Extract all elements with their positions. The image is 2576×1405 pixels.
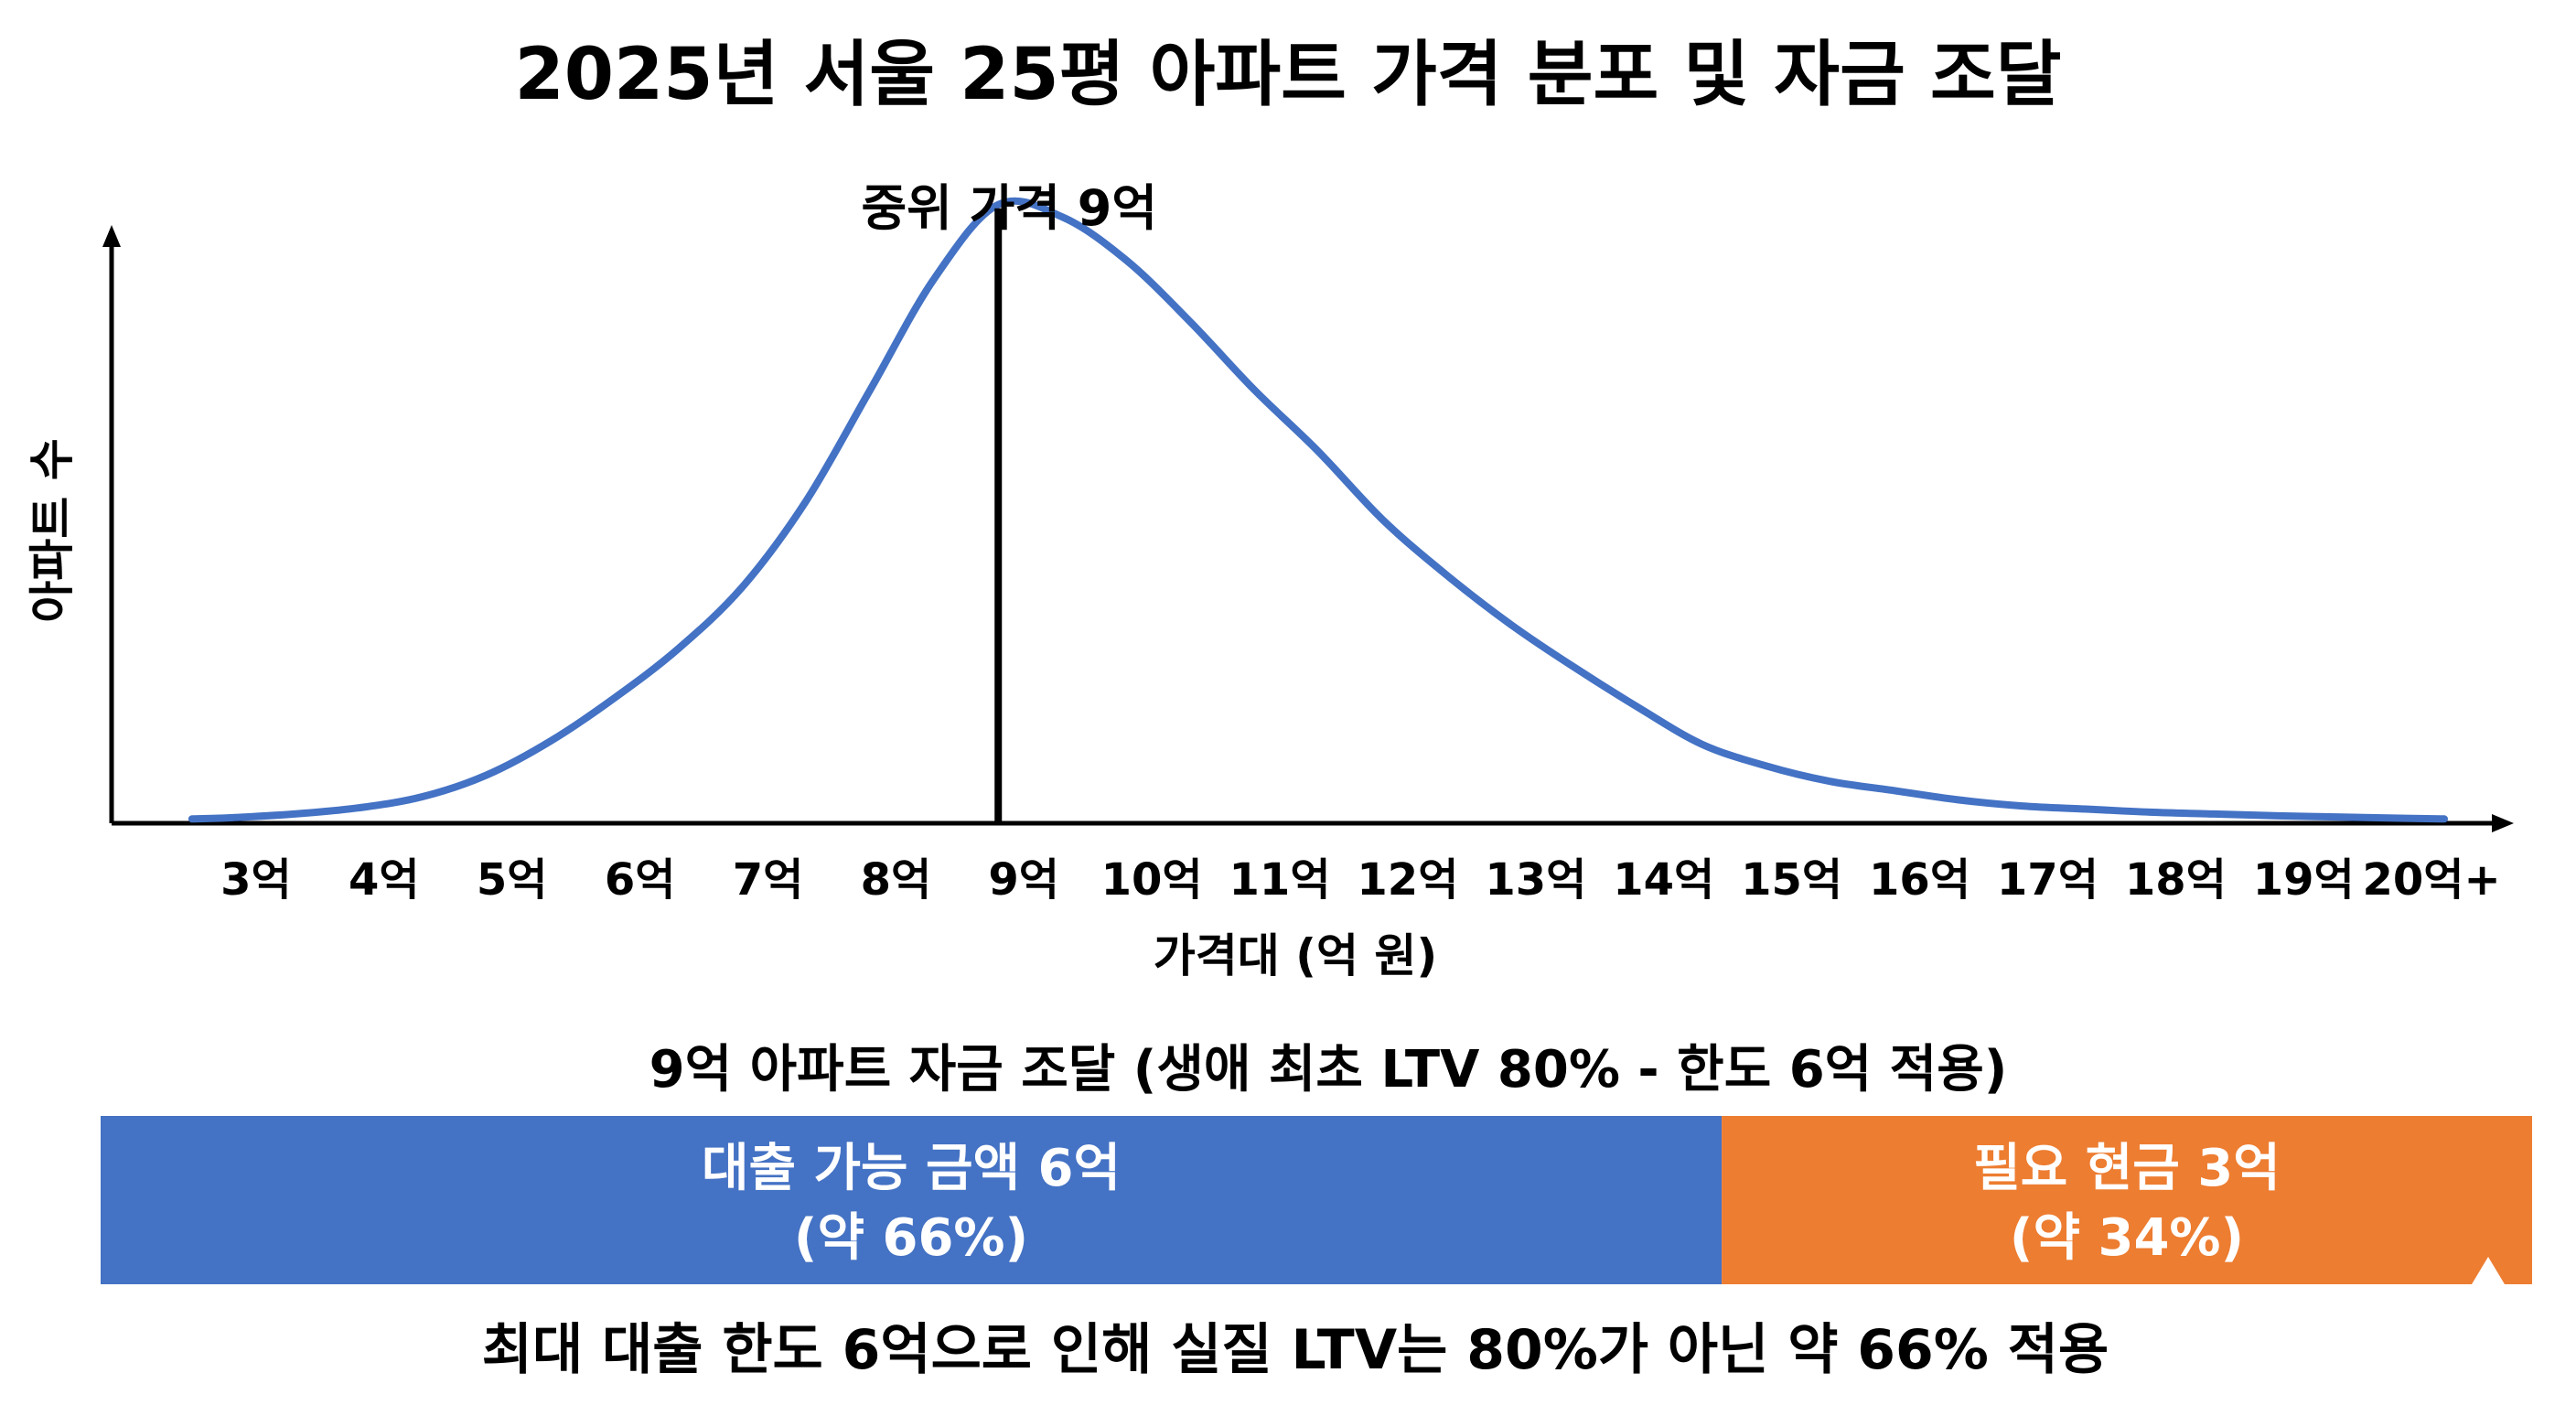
x-tick-label: 19억 [2253,854,2355,906]
x-tick-label: 5억 [477,854,548,906]
median-label: 중위 가격 9억 [861,179,1157,237]
x-tick-label: 15억 [1741,854,1842,906]
x-tick-label: 16억 [1869,854,1970,906]
chart-title: 2025년 서울 25평 아파트 가격 분포 및 자금 조달 [514,34,2061,116]
x-tick-label: 18억 [2125,854,2227,906]
x-axis-label: 가격대 (억 원) [1154,929,1438,982]
x-tick-label: 10억 [1101,854,1203,906]
loan-bar-label: 대출 가능 금액 6억 [702,1139,1121,1198]
x-tick-label: 4억 [349,854,420,906]
x-tick-label: 14억 [1613,854,1714,906]
funding-heading: 9억 아파트 자금 조달 (생애 최초 LTV 80% - 한도 6억 적용) [649,1040,2008,1099]
x-axis-arrow [2492,814,2514,832]
y-axis-label: 아파트 수 [26,438,79,622]
price-distribution-line [188,197,2448,823]
x-tick-label: 17억 [1997,854,2098,906]
x-tick-label: 8억 [861,854,932,906]
x-tick-label: 13억 [1485,854,1586,906]
funding-note: 최대 대출 한도 6억으로 인해 실질 LTV는 80%가 아닌 약 66% 적… [482,1318,2109,1382]
loan-bar [101,1116,1723,1284]
x-tick-labels: 3억 4억 5억 6억 7억 8억 9억 10억 11억 12억 13억 14억 15억 16억 17억 18… [220,854,2501,906]
x-tick-label: 3억 [220,854,292,906]
y-axis-arrow [102,225,121,247]
x-tick-label: 9억 [988,854,1059,906]
loan-bar-share: (약 66%) [794,1208,1028,1268]
cash-bar-notch [2472,1257,2505,1284]
x-tick-label: 11억 [1229,854,1331,906]
x-tick-label: 7억 [733,854,804,906]
x-tick-label: 20억+ [2363,854,2501,906]
cash-bar-share: (약 34%) [2010,1208,2244,1268]
cash-bar [1722,1116,2532,1284]
x-tick-label: 12억 [1357,854,1458,906]
cash-bar-label: 필요 현금 3억 [1973,1139,2281,1198]
x-tick-label: 6억 [605,854,676,906]
